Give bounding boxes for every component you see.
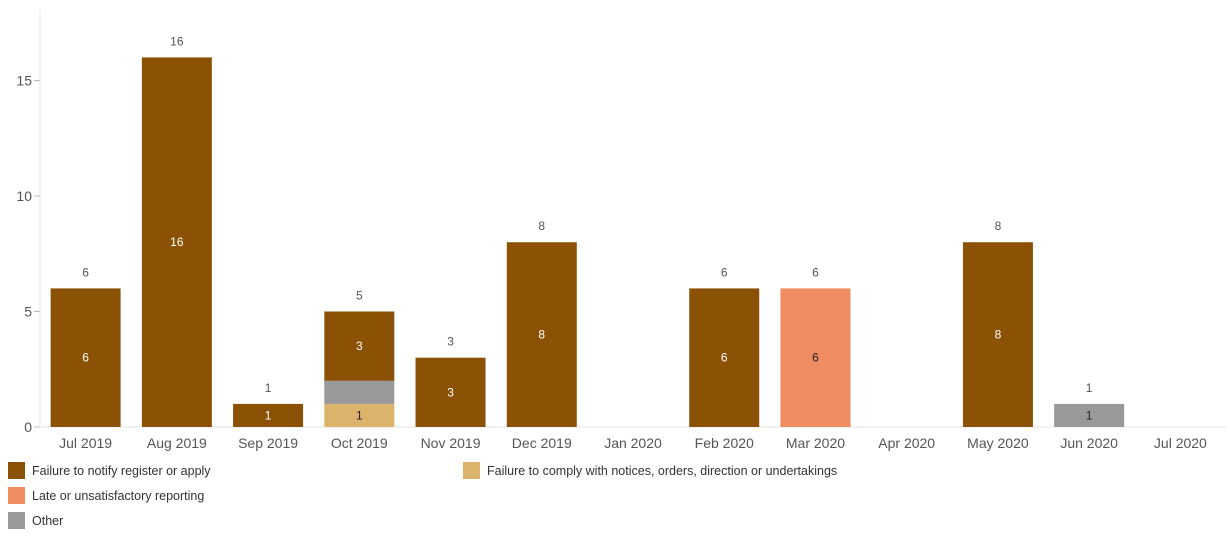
data-label: 6 <box>812 351 819 365</box>
data-label: 1 <box>265 408 272 422</box>
data-label: 3 <box>447 385 454 399</box>
x-tick-label: Nov 2019 <box>421 435 481 451</box>
bar-segment <box>962 242 1033 427</box>
x-tick-label: Mar 2020 <box>786 435 845 451</box>
total-label: 6 <box>82 265 89 279</box>
data-label: 8 <box>995 328 1002 342</box>
total-label: 8 <box>995 219 1002 233</box>
legend-swatch <box>8 462 25 479</box>
legend-swatch <box>8 512 25 529</box>
x-tick-label: Feb 2020 <box>695 435 754 451</box>
total-label: 3 <box>447 335 454 349</box>
bar-segment <box>780 288 851 427</box>
data-label: 1 <box>356 408 363 422</box>
bar-segment <box>506 242 577 427</box>
bar-segment <box>324 403 395 427</box>
total-label: 5 <box>356 289 363 303</box>
bar-segment <box>415 357 486 427</box>
x-tick-label: Jun 2020 <box>1060 435 1118 451</box>
bar-segment <box>324 380 395 404</box>
legend-label: Failure to notify register or apply <box>32 464 211 478</box>
data-label: 6 <box>82 351 89 365</box>
x-tick-label: Jul 2019 <box>59 435 112 451</box>
total-label: 8 <box>538 219 545 233</box>
legend-label: Failure to comply with notices, orders, … <box>487 464 837 478</box>
y-tick-label: 5 <box>24 304 32 320</box>
total-label: 16 <box>170 34 184 48</box>
total-label: 6 <box>721 265 728 279</box>
y-tick-label: 10 <box>16 188 32 204</box>
x-tick-label: Jul 2020 <box>1154 435 1207 451</box>
x-tick-label: May 2020 <box>967 435 1029 451</box>
bar-segment <box>233 403 304 427</box>
legend-label: Other <box>32 514 63 528</box>
legend-swatch <box>8 487 25 504</box>
bar-segment <box>689 288 760 427</box>
data-label: 6 <box>721 351 728 365</box>
y-tick-label: 15 <box>16 73 32 89</box>
x-tick-label: Oct 2019 <box>331 435 388 451</box>
x-tick-label: Jan 2020 <box>604 435 662 451</box>
data-label: 1 <box>1086 408 1093 422</box>
data-label: 3 <box>356 339 363 353</box>
x-tick-label: Aug 2019 <box>147 435 207 451</box>
data-label: 8 <box>538 328 545 342</box>
bar-segment <box>50 288 121 427</box>
bar-segment <box>141 57 212 428</box>
data-label: 16 <box>170 235 184 249</box>
x-tick-label: Apr 2020 <box>878 435 935 451</box>
bar-segment <box>324 311 395 381</box>
bar-segment <box>1054 403 1125 427</box>
x-tick-label: Sep 2019 <box>238 435 298 451</box>
total-label: 1 <box>265 381 272 395</box>
legend-label: Late or unsatisfactory reporting <box>32 489 204 503</box>
x-tick-label: Dec 2019 <box>512 435 572 451</box>
legend-swatch <box>463 462 480 479</box>
y-tick-label: 0 <box>24 419 32 435</box>
total-label: 6 <box>812 265 819 279</box>
total-label: 1 <box>1086 381 1093 395</box>
